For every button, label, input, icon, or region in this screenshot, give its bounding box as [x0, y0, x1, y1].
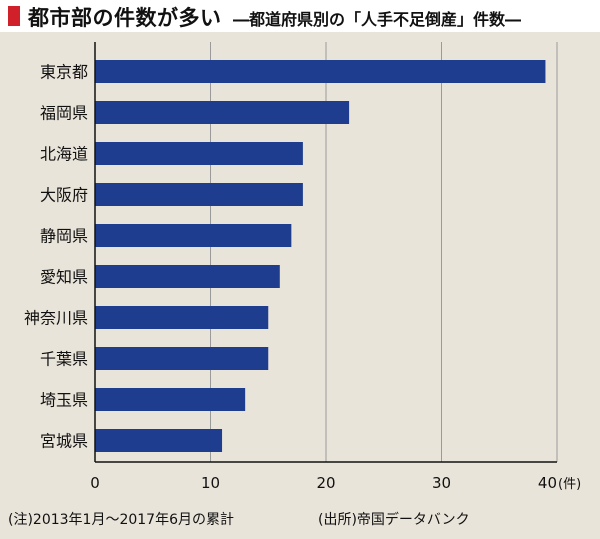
bar	[95, 60, 546, 83]
x-tick-label: 30	[432, 474, 451, 492]
bar	[95, 142, 303, 165]
chart-title: 都市部の件数が多い	[28, 6, 222, 30]
category-label: 大阪府	[40, 186, 88, 205]
x-tick-label: 20	[316, 474, 335, 492]
bar	[95, 101, 350, 124]
bar	[95, 224, 292, 247]
bar	[95, 183, 303, 206]
x-tick-label: 40	[538, 474, 557, 492]
category-label: 静岡県	[40, 227, 88, 246]
bar	[95, 265, 280, 288]
category-label: 千葉県	[40, 350, 88, 369]
bar	[95, 306, 269, 329]
category-label: 北海道	[40, 145, 88, 164]
category-label: 宮城県	[40, 432, 88, 451]
x-tick-label: 0	[90, 474, 100, 492]
x-unit-label: (件)	[558, 477, 581, 492]
category-label: 神奈川県	[24, 309, 88, 328]
category-label: 愛知県	[40, 268, 88, 287]
category-label: 埼玉県	[40, 391, 88, 410]
bar	[95, 429, 223, 452]
category-label: 福岡県	[40, 104, 88, 123]
source-credit: (出所)帝国データバンク	[318, 512, 470, 528]
title-marker-icon	[8, 6, 20, 26]
chart-header: 都市部の件数が多い ―都道府県別の「人手不足倒産」件数―	[0, 0, 600, 32]
footnote: (注)2013年1月～2017年6月の累計	[8, 512, 234, 528]
chart-subtitle: ―都道府県別の「人手不足倒産」件数―	[233, 10, 522, 29]
bar	[95, 347, 269, 370]
x-tick-label: 10	[201, 474, 220, 492]
category-label: 東京都	[40, 63, 88, 82]
bar	[95, 388, 246, 411]
